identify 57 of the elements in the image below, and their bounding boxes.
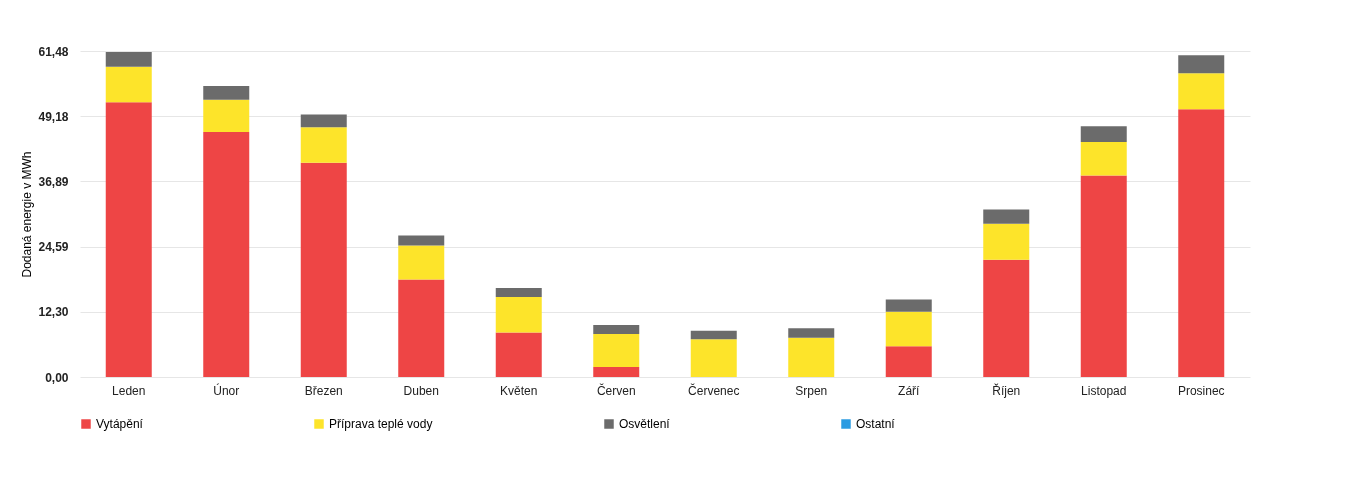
bar xyxy=(983,223,1030,260)
bar xyxy=(593,334,640,367)
bar xyxy=(105,51,152,67)
bar xyxy=(1080,142,1127,176)
bar xyxy=(593,325,640,335)
y-tick-label: 61,48 xyxy=(38,44,69,59)
x-tick-label: Říjen xyxy=(992,382,1021,398)
x-tick-label: Červen xyxy=(596,382,636,398)
bar xyxy=(300,162,347,377)
bar xyxy=(1080,175,1127,377)
bar xyxy=(885,346,932,377)
y-tick-label: 12,30 xyxy=(38,305,69,320)
y-axis-title: Dodaná energie v MWh xyxy=(20,151,35,278)
x-tick-label: Leden xyxy=(112,383,146,398)
bar xyxy=(398,235,445,246)
y-tick-label: 36,89 xyxy=(38,174,69,189)
y-tick-label: 0,00 xyxy=(45,370,69,385)
legend-label: Příprava teplé vody xyxy=(329,417,433,431)
bar xyxy=(105,102,152,377)
bar xyxy=(203,85,250,100)
bar xyxy=(203,99,250,133)
bar xyxy=(495,287,542,297)
bar xyxy=(495,296,542,333)
x-tick-label: Březen xyxy=(304,383,343,398)
bar xyxy=(1080,126,1127,143)
bar xyxy=(690,339,737,377)
bar xyxy=(983,259,1030,377)
bar xyxy=(398,245,445,280)
bar xyxy=(105,66,152,103)
x-tick-label: Únor xyxy=(213,382,240,398)
legend-label: Ostatní xyxy=(856,417,896,431)
bar xyxy=(495,332,542,377)
legend-label: Osvětlení xyxy=(619,417,671,431)
bar xyxy=(690,330,737,340)
bar xyxy=(1178,73,1225,110)
bar xyxy=(885,311,932,347)
x-tick-label: Prosinec xyxy=(1177,383,1225,398)
bar xyxy=(885,299,932,312)
x-tick-label: Květen xyxy=(500,383,538,398)
x-tick-label: Srpen xyxy=(795,383,828,398)
bar xyxy=(788,337,835,377)
bar xyxy=(398,279,445,377)
x-tick-label: Duben xyxy=(403,383,439,398)
bar xyxy=(1178,55,1225,74)
y-tick-label: 49,18 xyxy=(38,109,69,124)
bar xyxy=(788,328,835,338)
bar xyxy=(593,366,640,377)
bar xyxy=(983,209,1030,224)
x-tick-label: Září xyxy=(898,383,921,398)
x-tick-label: Listopad xyxy=(1081,383,1127,398)
bar xyxy=(1178,109,1225,377)
bar xyxy=(203,132,250,377)
legend-label: Vytápění xyxy=(96,417,144,431)
x-tick-label: Červenec xyxy=(688,382,740,398)
bar xyxy=(300,114,347,128)
y-tick-label: 24,59 xyxy=(38,240,69,255)
bar xyxy=(300,127,347,163)
